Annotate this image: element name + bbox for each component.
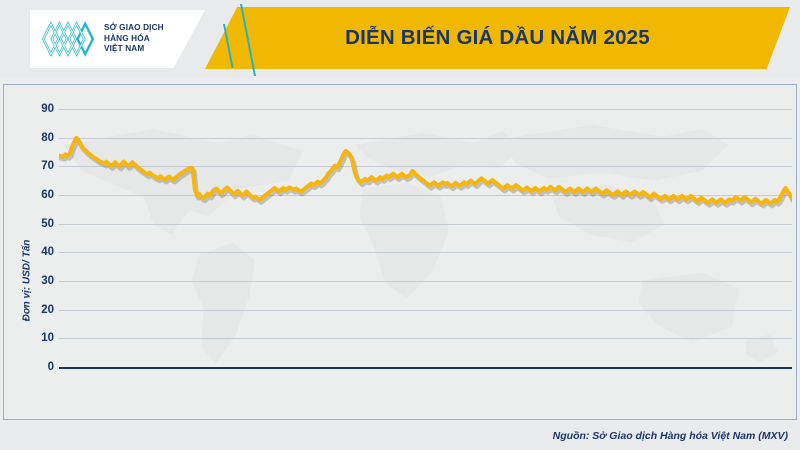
oil-price-line-series xyxy=(59,135,792,209)
gridline xyxy=(59,137,792,139)
y-tick-label: 0 xyxy=(47,361,54,373)
gridline xyxy=(59,195,792,196)
header-banner xyxy=(205,7,790,69)
y-tick-label: 80 xyxy=(41,131,54,144)
y-tick-label: 30 xyxy=(41,275,54,287)
gridline xyxy=(59,338,792,340)
page-footer: Nguồn: Sở Giao dịch Hàng hóa Việt Nam (M… xyxy=(0,422,800,450)
gridline xyxy=(59,166,792,168)
brand-line-1: SỞ GIAO DỊCH xyxy=(104,22,164,32)
page-title: DIỄN BIẾN GIÁ DẦU NĂM 2025 xyxy=(345,26,650,49)
page-header: SỞ GIAO DỊCH HÀNG HÓA VIỆT NAM ™ DIỄN BI… xyxy=(0,0,800,78)
gridline xyxy=(59,223,792,225)
brand-line-3: VIỆT NAM xyxy=(104,44,145,54)
y-tick-label: 50 xyxy=(41,217,54,230)
gridline xyxy=(59,252,792,254)
brand-line-2: HÀNG HÓA xyxy=(104,33,150,43)
x-axis-line xyxy=(59,367,792,369)
y-tick-label: 90 xyxy=(41,103,54,115)
source-note: Nguồn: Sở Giao dịch Hàng hóa Việt Nam (M… xyxy=(552,430,788,442)
y-axis-ticks: 90 80 70 60 50 40 30 20 10 0 xyxy=(18,85,54,419)
mxv-maze-logo-icon xyxy=(41,21,95,57)
brand-logo-text: SỞ GIAO DỊCH HÀNG HÓA VIỆT NAM xyxy=(104,23,164,55)
gridlines xyxy=(59,85,792,419)
y-tick-label: 10 xyxy=(41,332,54,345)
y-tick-label: 70 xyxy=(41,160,54,173)
y-tick-label: 60 xyxy=(41,189,54,201)
brand-logo: SỞ GIAO DỊCH HÀNG HÓA VIỆT NAM ™ xyxy=(30,10,205,68)
price-line xyxy=(59,135,792,206)
y-tick-label: 20 xyxy=(41,303,54,316)
plot-area xyxy=(59,85,792,419)
gridline xyxy=(59,109,792,110)
gridline xyxy=(59,309,792,311)
trademark-symbol: ™ xyxy=(108,27,113,33)
y-tick-label: 40 xyxy=(41,246,54,259)
gridline xyxy=(59,281,792,282)
